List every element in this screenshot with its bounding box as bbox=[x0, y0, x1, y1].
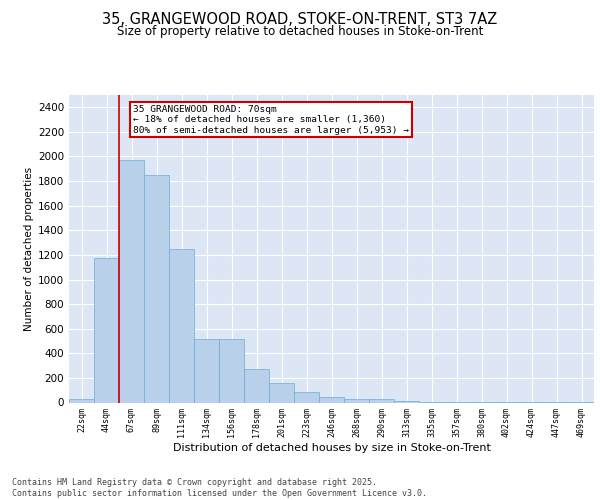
Bar bbox=[369, 399, 394, 402]
X-axis label: Distribution of detached houses by size in Stoke-on-Trent: Distribution of detached houses by size … bbox=[173, 443, 490, 453]
Text: 35 GRANGEWOOD ROAD: 70sqm
← 18% of detached houses are smaller (1,360)
80% of se: 35 GRANGEWOOD ROAD: 70sqm ← 18% of detac… bbox=[133, 105, 409, 134]
Bar bbox=[244, 368, 269, 402]
Bar bbox=[119, 160, 144, 402]
Y-axis label: Number of detached properties: Number of detached properties bbox=[24, 166, 34, 331]
Text: 35, GRANGEWOOD ROAD, STOKE-ON-TRENT, ST3 7AZ: 35, GRANGEWOOD ROAD, STOKE-ON-TRENT, ST3… bbox=[103, 12, 497, 28]
Bar bbox=[294, 392, 319, 402]
Bar bbox=[219, 339, 244, 402]
Bar bbox=[69, 400, 94, 402]
Bar bbox=[194, 339, 219, 402]
Bar bbox=[169, 250, 194, 402]
Bar bbox=[319, 397, 344, 402]
Bar bbox=[269, 384, 294, 402]
Bar bbox=[394, 401, 419, 402]
Bar bbox=[94, 258, 119, 402]
Bar bbox=[344, 399, 369, 402]
Bar bbox=[144, 175, 169, 402]
Text: Contains HM Land Registry data © Crown copyright and database right 2025.
Contai: Contains HM Land Registry data © Crown c… bbox=[12, 478, 427, 498]
Text: Size of property relative to detached houses in Stoke-on-Trent: Size of property relative to detached ho… bbox=[117, 25, 483, 38]
